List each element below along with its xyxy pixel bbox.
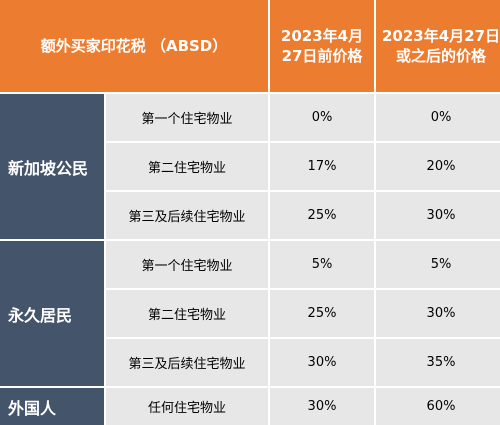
after-rate-cell: 20% bbox=[376, 143, 500, 190]
group-label-foreigners: 外国人 bbox=[0, 388, 104, 425]
before-rate-cell: 25% bbox=[270, 192, 374, 239]
row-label: 任何住宅物业 bbox=[106, 388, 268, 425]
group-label-permanent-residents: 永久居民 bbox=[0, 241, 104, 386]
before-rate-cell: 17% bbox=[270, 143, 374, 190]
after-price-header-line1: 2023年4月27日 bbox=[381, 27, 500, 45]
after-rate-cell: 35% bbox=[376, 339, 500, 386]
before-rate-cell: 0% bbox=[270, 94, 374, 141]
before-rate-cell: 30% bbox=[270, 388, 374, 425]
row-label: 第一个住宅物业 bbox=[106, 94, 268, 141]
row-label: 第三及后续住宅物业 bbox=[106, 192, 268, 239]
table-title-header: 额外买家印花税 （ABSD） bbox=[0, 0, 268, 92]
row-label: 第二住宅物业 bbox=[106, 143, 268, 190]
before-rate-cell: 25% bbox=[270, 290, 374, 337]
after-rate-cell: 30% bbox=[376, 290, 500, 337]
after-rate-cell: 60% bbox=[376, 388, 500, 425]
after-price-header-line2: 或之后的价格 bbox=[395, 47, 486, 65]
before-price-header-line2: 27日前价格 bbox=[281, 47, 363, 65]
group-label-citizens: 新加坡公民 bbox=[0, 94, 104, 239]
before-price-header: 2023年4月 27日前价格 bbox=[270, 0, 374, 92]
row-label: 第三及后续住宅物业 bbox=[106, 339, 268, 386]
after-price-header: 2023年4月27日 或之后的价格 bbox=[376, 0, 500, 92]
before-rate-cell: 30% bbox=[270, 339, 374, 386]
row-label: 第一个住宅物业 bbox=[106, 241, 268, 288]
row-label: 第二住宅物业 bbox=[106, 290, 268, 337]
after-rate-cell: 0% bbox=[376, 94, 500, 141]
after-rate-cell: 5% bbox=[376, 241, 500, 288]
before-rate-cell: 5% bbox=[270, 241, 374, 288]
before-price-header-line1: 2023年4月 bbox=[280, 27, 364, 45]
after-rate-cell: 30% bbox=[376, 192, 500, 239]
